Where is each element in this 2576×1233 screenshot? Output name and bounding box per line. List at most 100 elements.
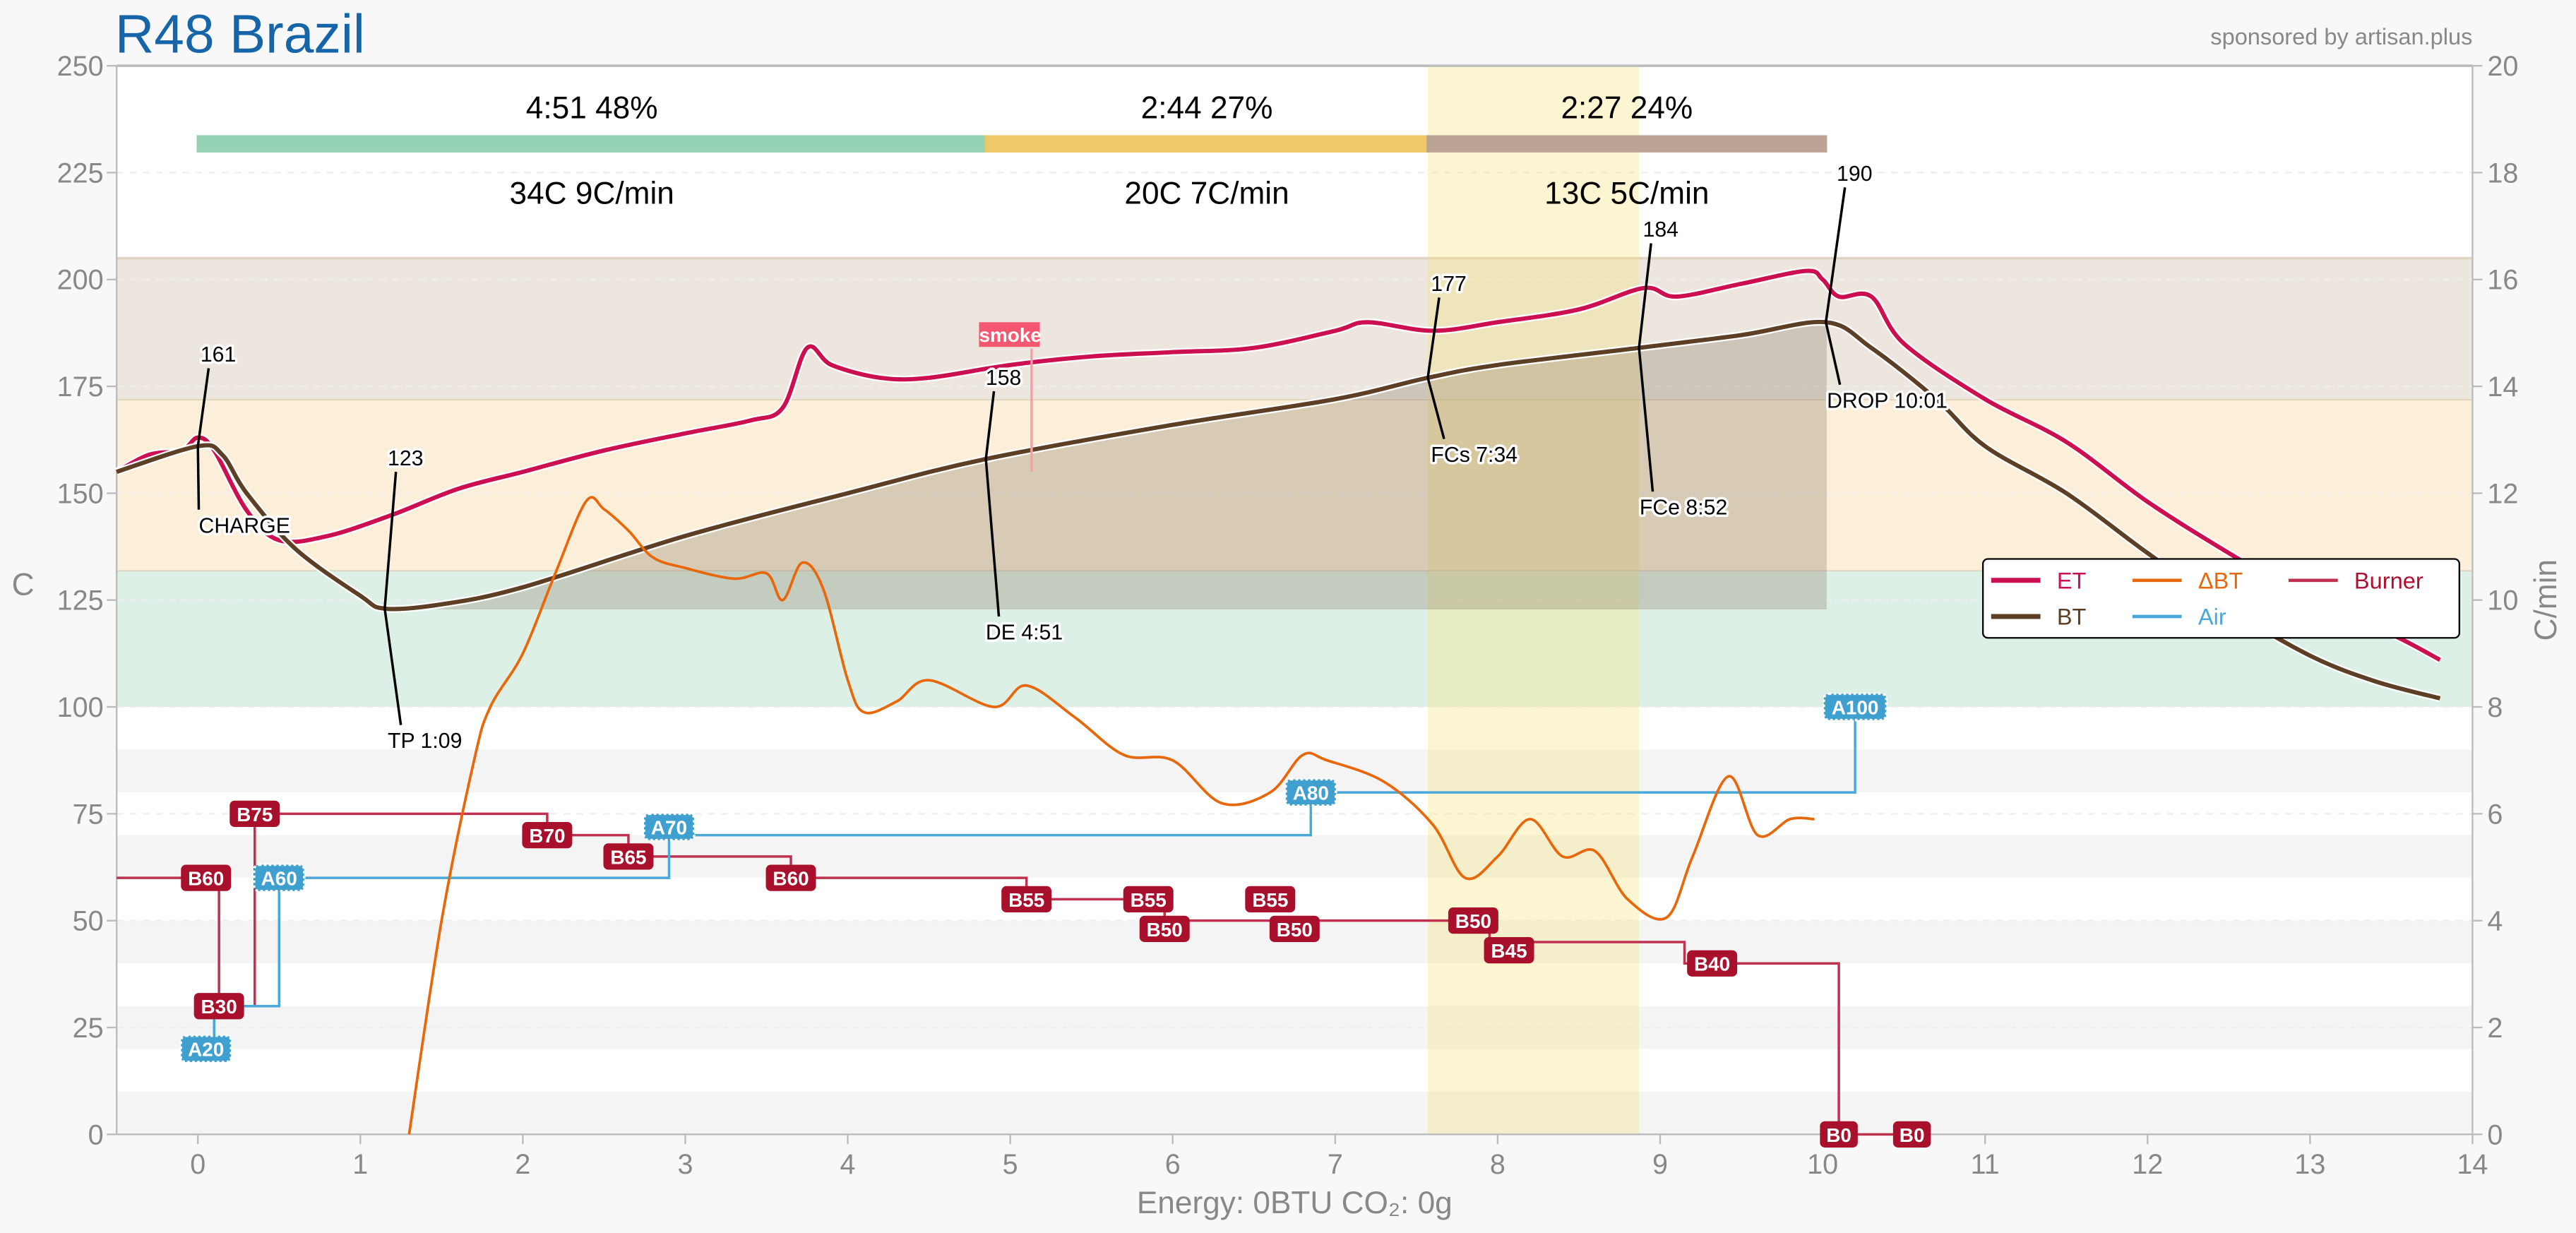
y2-tick-label: 8 (2487, 692, 2503, 723)
y2-tick-label: 6 (2487, 799, 2503, 830)
burner-event-tag (193, 993, 244, 1020)
annotation-line (383, 471, 398, 609)
annotation-value: 177 (1431, 273, 1466, 296)
burner-event-tag-label: B60 (773, 868, 809, 890)
grid-stripe (117, 1091, 2473, 1135)
smoke-label: smoke (979, 324, 1041, 346)
x-tick-label: 6 (1165, 1149, 1181, 1180)
air-event-tag (1823, 692, 1888, 722)
burner-event-tag-label: B30 (201, 996, 237, 1018)
burner-event-tag (181, 864, 232, 891)
grid-stripe (117, 835, 2473, 878)
annotation-value: 161 (201, 343, 236, 367)
phase-rate-label: 34C 9C/min (510, 177, 674, 211)
burner-event-tag (765, 864, 816, 891)
y-tick-label: 225 (57, 157, 104, 189)
series-delta-bt-line (407, 496, 1815, 1135)
x-tick-label: 11 (1971, 1149, 2000, 1180)
phase-band (117, 258, 2473, 400)
legend-bt: BT (2057, 604, 2087, 630)
burner-event-tag-label: B50 (1455, 910, 1491, 932)
x-tick-label: 3 (677, 1149, 693, 1180)
burner-event-tag-label: B40 (1694, 953, 1730, 975)
annotation-label: DROP 10:01 (1827, 389, 1948, 412)
x-tick-label: 4 (840, 1149, 856, 1180)
x-tick-label: 10 (1807, 1149, 1838, 1180)
series-et-line (115, 268, 2441, 662)
y-tick-label: 25 (73, 1013, 104, 1044)
x-tick-label: 13 (2294, 1149, 2325, 1180)
burner-event-tag-label: B50 (1147, 919, 1183, 941)
air-event-tag (643, 812, 696, 842)
burner-event-tag-label: B60 (188, 868, 224, 890)
y-tick-label: 125 (57, 585, 104, 616)
air-event-tag (253, 863, 306, 893)
annotation-line (984, 458, 1001, 617)
x-tick-label: 8 (1490, 1149, 1505, 1180)
burner-event-tag (522, 822, 573, 849)
burner-event-tag (1484, 936, 1534, 964)
burner-event-tag-label: B50 (1277, 919, 1313, 941)
y-tick-label: 50 (73, 906, 104, 937)
y2-tick-label: 2 (2487, 1013, 2503, 1044)
burner-event-tag-label: B0 (1826, 1124, 1852, 1146)
burner-event-tag (1892, 1121, 1931, 1148)
y2-tick-label: 0 (2487, 1119, 2503, 1150)
air-event-tag (179, 1034, 232, 1064)
phase-bar-3 (1426, 135, 1827, 153)
series-bt-line (116, 319, 2441, 701)
air-event-tag-label: A80 (1293, 782, 1329, 804)
annotation-value: 123 (388, 447, 423, 470)
legend-dbt: ΔBT (2198, 568, 2243, 593)
legend-burner: Burner (2354, 568, 2423, 593)
burner-event-tag (1269, 915, 1320, 942)
burner-event-tag-label: B45 (1491, 940, 1527, 962)
x-tick-label: 0 (190, 1149, 205, 1180)
annotation-label: DE 4:51 (986, 621, 1063, 645)
x-tick-label: 1 (352, 1149, 368, 1180)
phase-rate-label: 13C 5C/min (1544, 177, 1709, 211)
y2-tick-label: 18 (2487, 157, 2518, 189)
y-tick-label: 250 (57, 51, 104, 82)
annotation-value: 184 (1643, 218, 1678, 242)
air-event-tag-label: A60 (261, 868, 297, 890)
x-tick-label: 7 (1328, 1149, 1343, 1180)
x-axis-label: Energy: 0BTU CO₂: 0g (1137, 1186, 1453, 1220)
legend-air: Air (2198, 604, 2226, 630)
x-tick-label: 9 (1652, 1149, 1668, 1180)
y2-tick-label: 14 (2487, 371, 2518, 403)
air-event-tag-label: A70 (651, 816, 687, 838)
burner-event-tag (1687, 950, 1738, 977)
legend: ET BT ΔBT Air Burner (1981, 558, 2460, 639)
air-event-tag-label: A100 (1832, 697, 1879, 719)
burner-event-tag-label: B75 (237, 804, 273, 826)
x-tick-label: 12 (2132, 1149, 2163, 1180)
air-event-tag-label: A20 (188, 1039, 224, 1061)
phase-bar-2 (984, 135, 1429, 153)
x-tick-label: 5 (1003, 1149, 1018, 1180)
annotation-label: CHARGE (199, 514, 290, 537)
burner-event-tag-label: B0 (1900, 1124, 1925, 1146)
burner-line (117, 812, 1921, 1136)
y-axis-label: C (12, 568, 35, 602)
annotation-label: FCe 8:52 (1640, 496, 1727, 520)
y2-tick-label: 12 (2487, 478, 2518, 509)
burner-event-tag-label: B65 (610, 846, 646, 868)
smoke-marker (979, 322, 1040, 347)
y2-axis-label: C/min (2529, 559, 2563, 641)
annotation-line (1824, 187, 1847, 323)
legend-et: ET (2057, 568, 2087, 593)
x-tick-label: 2 (515, 1149, 530, 1180)
annotation-line (383, 608, 402, 725)
phase-time-label: 4:51 48% (526, 91, 658, 126)
phase-time-label: 2:44 27% (1141, 91, 1273, 126)
burner-event-tag-label: B70 (529, 825, 565, 847)
phase-time-label: 2:27 24% (1561, 91, 1693, 126)
annotation-line (196, 368, 210, 447)
y2-tick-label: 20 (2487, 51, 2518, 82)
sponsor-text[interactable]: sponsored by artisan.plus (2210, 24, 2472, 49)
burner-event-tag (1001, 886, 1052, 913)
y-tick-label: 0 (88, 1119, 104, 1150)
burner-event-tag (1245, 886, 1296, 913)
